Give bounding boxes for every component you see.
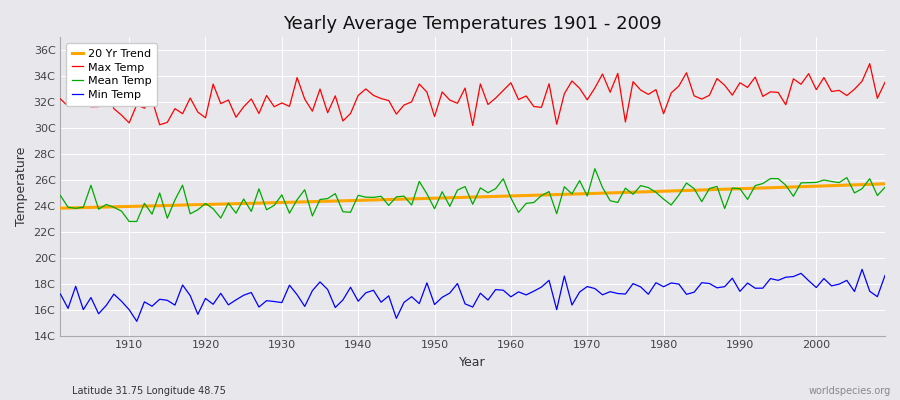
20 Yr Trend — [55, 206, 66, 210]
Min Temp — [55, 292, 66, 296]
20 Yr Trend — [284, 200, 295, 205]
Mean Temp — [292, 197, 302, 202]
Max Temp — [513, 97, 524, 102]
Mean Temp — [338, 209, 348, 214]
Text: worldspecies.org: worldspecies.org — [809, 386, 891, 396]
Max Temp — [284, 104, 295, 109]
Title: Yearly Average Temperatures 1901 - 2009: Yearly Average Temperatures 1901 - 2009 — [284, 15, 662, 33]
Max Temp — [506, 80, 517, 85]
Max Temp — [55, 96, 66, 101]
Max Temp — [879, 80, 890, 85]
Min Temp — [338, 298, 348, 302]
Min Temp — [513, 290, 524, 294]
Line: Max Temp: Max Temp — [60, 64, 885, 126]
Max Temp — [605, 90, 616, 95]
Max Temp — [467, 123, 478, 128]
Min Temp — [605, 289, 616, 294]
20 Yr Trend — [879, 181, 890, 186]
Max Temp — [330, 94, 341, 98]
Max Temp — [864, 61, 875, 66]
Min Temp — [116, 299, 127, 304]
Line: 20 Yr Trend: 20 Yr Trend — [60, 184, 885, 208]
Mean Temp — [879, 185, 890, 190]
20 Yr Trend — [498, 194, 508, 198]
Legend: 20 Yr Trend, Max Temp, Mean Temp, Min Temp: 20 Yr Trend, Max Temp, Mean Temp, Min Te… — [66, 43, 158, 106]
20 Yr Trend — [116, 204, 127, 209]
Mean Temp — [123, 219, 134, 224]
Line: Min Temp: Min Temp — [60, 269, 885, 321]
Mean Temp — [55, 193, 66, 198]
Max Temp — [116, 113, 127, 118]
Mean Temp — [513, 210, 524, 215]
20 Yr Trend — [597, 191, 608, 196]
Line: Mean Temp: Mean Temp — [60, 169, 885, 222]
Min Temp — [292, 292, 302, 297]
Min Temp — [506, 294, 517, 299]
20 Yr Trend — [330, 199, 341, 204]
Min Temp — [879, 273, 890, 278]
Mean Temp — [612, 200, 623, 205]
Mean Temp — [116, 209, 127, 214]
20 Yr Trend — [506, 194, 517, 198]
Text: Latitude 31.75 Longitude 48.75: Latitude 31.75 Longitude 48.75 — [72, 386, 226, 396]
Mean Temp — [506, 196, 517, 200]
Min Temp — [857, 267, 868, 272]
Mean Temp — [590, 166, 600, 171]
Min Temp — [131, 319, 142, 324]
X-axis label: Year: Year — [459, 356, 486, 369]
Y-axis label: Temperature: Temperature — [15, 147, 28, 226]
